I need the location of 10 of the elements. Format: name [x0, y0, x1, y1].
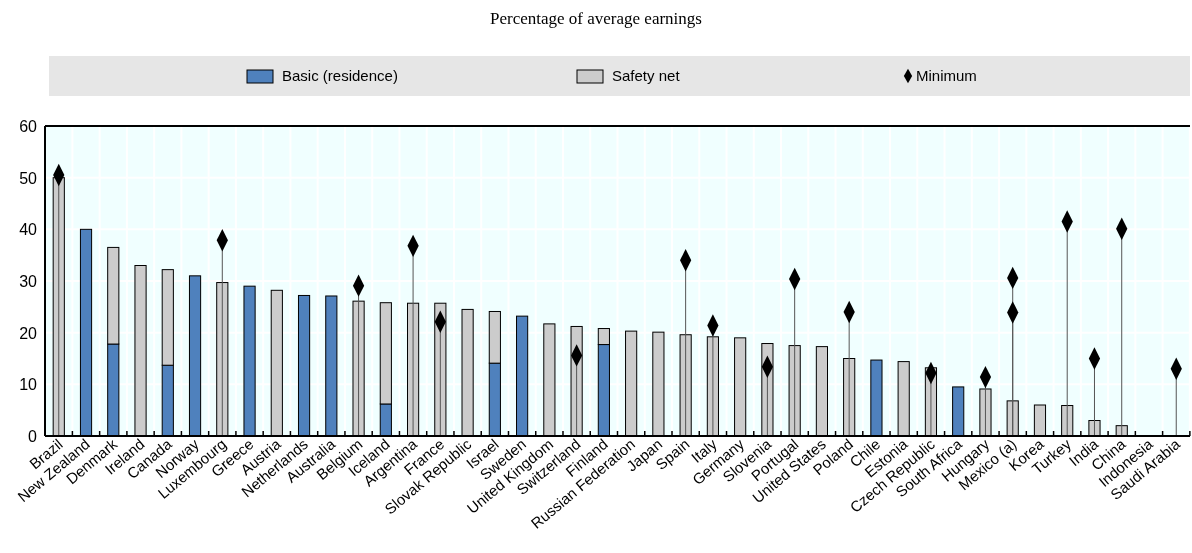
legend-label: Basic (residence): [282, 67, 398, 84]
y-tick-label: 30: [19, 273, 38, 290]
chart-title: Percentage of average earnings: [490, 9, 702, 28]
y-tick-label: 40: [19, 221, 38, 239]
legend-label: Minimum: [916, 67, 977, 84]
y-tick-label: 60: [19, 118, 38, 135]
y-tick-label: 20: [19, 324, 38, 342]
y-tick-label: 50: [19, 169, 38, 187]
y-tick-label: 10: [19, 376, 38, 394]
legend-label: Safety net: [612, 67, 681, 84]
